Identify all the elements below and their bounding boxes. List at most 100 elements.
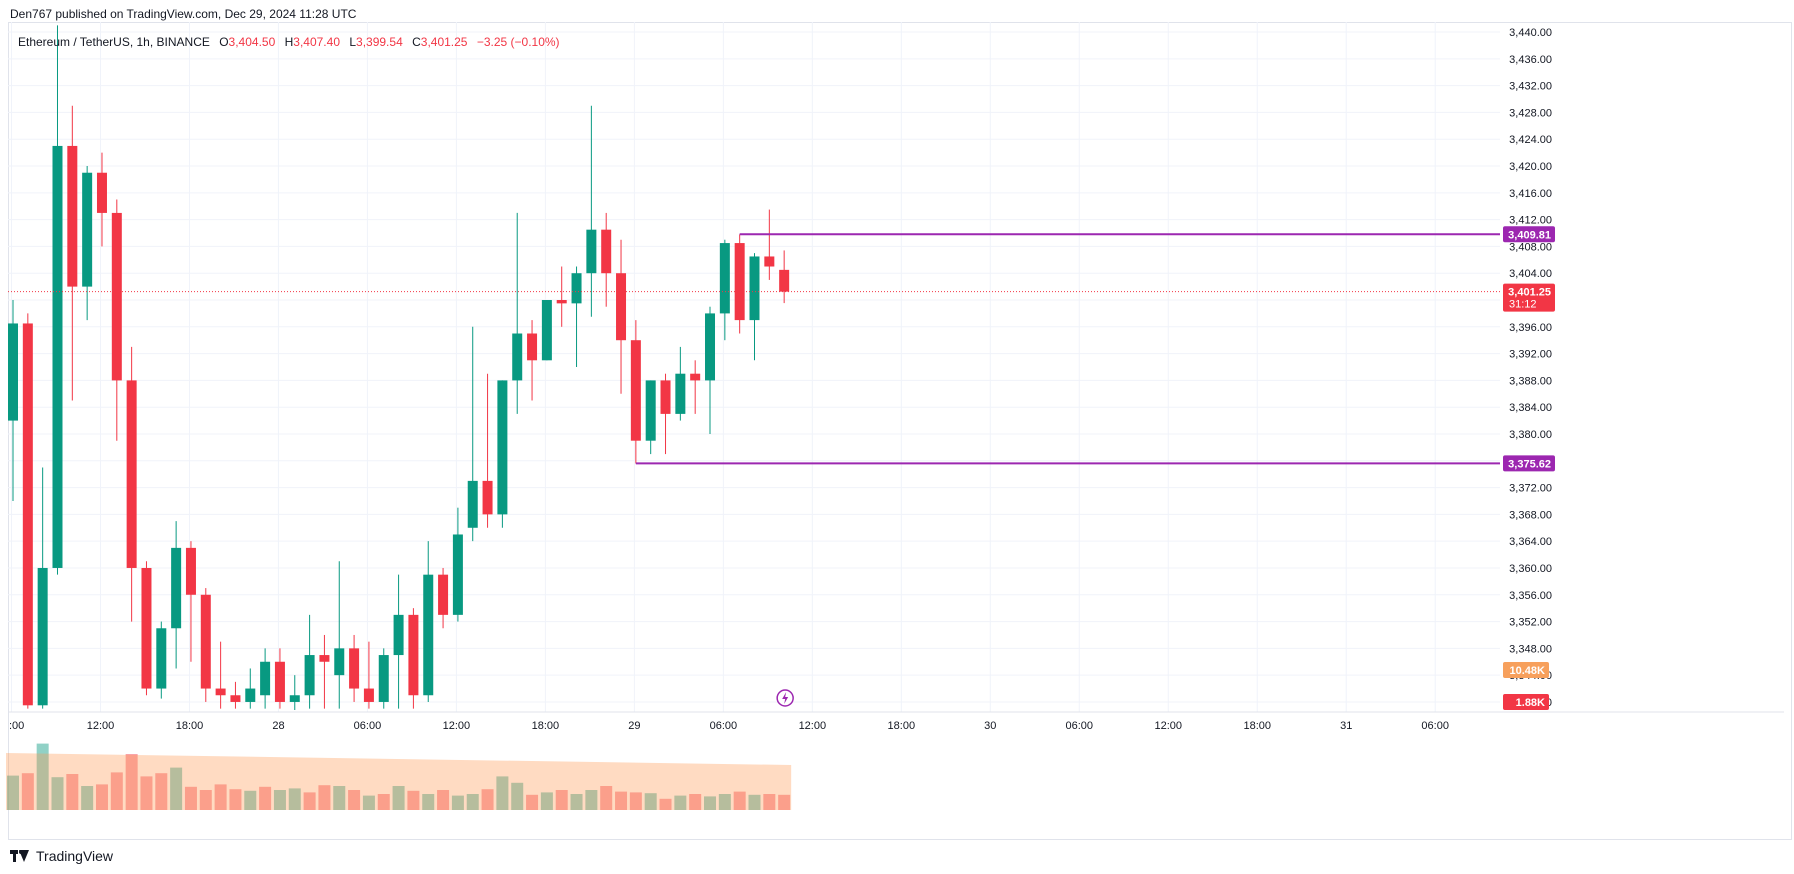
- candle-body: [645, 380, 656, 441]
- volume-bar: [214, 784, 227, 810]
- volume-ma-band: [6, 753, 792, 810]
- candle-body: [734, 243, 745, 321]
- candle-body: [571, 273, 582, 304]
- volume-bar: [585, 790, 598, 810]
- volume-bar: [615, 791, 628, 810]
- y-tick-label: 3,392.00: [1509, 349, 1552, 361]
- candle-body: [452, 534, 463, 615]
- candle-body: [779, 269, 790, 292]
- volume-last-tag: 1.88K: [1516, 697, 1545, 709]
- volume-bar: [110, 772, 123, 810]
- volume-bar: [718, 794, 731, 810]
- y-tick-label: 3,432.00: [1509, 81, 1552, 93]
- x-tick-label: 18:00: [176, 720, 204, 732]
- countdown-label: 31:12: [1509, 299, 1537, 311]
- volume-bars: [7, 743, 791, 810]
- x-tick-label: 12:00: [443, 720, 471, 732]
- candle-body: [52, 145, 63, 568]
- legend-change: −3.25 (−0.10%): [476, 35, 560, 49]
- candle-body: [630, 340, 641, 441]
- volume-bar: [140, 776, 153, 810]
- legend-symbol: Ethereum / TetherUS, 1h, BINANCE: [18, 35, 210, 49]
- candle-body: [67, 145, 78, 287]
- candle-body: [675, 373, 686, 414]
- level-price-tag-bg: [1503, 455, 1555, 472]
- volume-bar: [95, 784, 108, 810]
- candle-body: [423, 574, 434, 696]
- x-tick-label: 18:00: [1243, 720, 1271, 732]
- candle-body: [126, 380, 137, 568]
- candle-body: [556, 300, 567, 304]
- volume-bar: [674, 795, 687, 810]
- level-price-tag-bg: [1503, 226, 1555, 243]
- volume-bar: [184, 786, 197, 810]
- volume-bar: [748, 794, 761, 810]
- volume-bar: [644, 793, 657, 810]
- volume-bar: [763, 794, 776, 810]
- x-tick-label: 18:00: [888, 720, 916, 732]
- attribution-text: Den767 published on TradingView.com, Dec…: [10, 7, 357, 21]
- candle-body: [215, 688, 226, 696]
- candle-body: [497, 380, 508, 515]
- y-tick-label: 3,416.00: [1509, 188, 1552, 200]
- y-tick-label: 3,408.00: [1509, 241, 1552, 253]
- candle-body: [749, 256, 760, 321]
- candle-body: [586, 229, 597, 274]
- last-price-tag-bg: [1503, 283, 1555, 312]
- candle-body: [260, 661, 271, 696]
- candle-body: [156, 628, 167, 689]
- x-tick-label: 06:00: [710, 720, 738, 732]
- volume-bar: [273, 790, 286, 810]
- volume-bar: [481, 789, 494, 810]
- markers: [776, 689, 794, 707]
- volume-bar: [778, 794, 791, 810]
- price-axis: 3,440.00 3,436.00 3,432.00 3,428.00 3,424.00…: [1503, 27, 1555, 710]
- volume-bar: [362, 795, 375, 810]
- candle-body: [378, 655, 389, 702]
- x-tick-label: 06:00: [1421, 720, 1449, 732]
- candle-body: [171, 547, 182, 629]
- legend-open-value: 3,404.50: [228, 35, 276, 49]
- volume-ma-area: [6, 753, 792, 810]
- volume-bar: [66, 774, 79, 810]
- last-price-tag: 3,401.25: [1508, 287, 1551, 299]
- volume-bar: [526, 794, 539, 810]
- y-tick-label: 3,428.00: [1509, 107, 1552, 119]
- y-tick-label: 3,364.00: [1509, 536, 1552, 548]
- candle-body: [660, 380, 671, 414]
- x-tick-label: 06:00: [1066, 720, 1094, 732]
- candle-body: [111, 212, 122, 381]
- candle-body: [705, 313, 716, 381]
- x-tick-label: 12:00: [799, 720, 827, 732]
- footer-brand-label: TradingView: [36, 848, 114, 864]
- volume-bar: [451, 795, 464, 810]
- candle-body: [601, 229, 612, 274]
- volume-bar: [392, 786, 405, 810]
- candle-body: [527, 333, 538, 361]
- volume-bar: [704, 796, 717, 810]
- candle-body: [82, 172, 93, 287]
- volume-bar: [540, 792, 553, 810]
- candle-body: [438, 574, 449, 615]
- x-tick-label: 12:00: [1154, 720, 1182, 732]
- footer-brand[interactable]: TradingView: [10, 848, 113, 864]
- y-tick-label: 3,404.00: [1509, 268, 1552, 280]
- candle-body: [363, 688, 374, 702]
- y-tick-label: 3,412.00: [1509, 215, 1552, 227]
- y-tick-label: 3,372.00: [1509, 483, 1552, 495]
- lightning-bolt: [782, 692, 789, 704]
- x-tick-label: 29: [628, 720, 640, 732]
- y-tick-label: 3,352.00: [1509, 617, 1552, 629]
- candle-body: [245, 688, 256, 702]
- candle-body: [690, 373, 701, 381]
- y-tick-label: 3,384.00: [1509, 402, 1552, 414]
- candle-body: [141, 567, 152, 689]
- legend-low-label: L: [349, 35, 357, 49]
- volume-bar: [51, 777, 64, 810]
- volume-bar: [81, 786, 94, 810]
- volume-bar: [600, 786, 613, 810]
- volume-ma-tag-bg: [1503, 662, 1549, 678]
- volume-bar: [659, 798, 672, 810]
- candle-body: [393, 614, 404, 656]
